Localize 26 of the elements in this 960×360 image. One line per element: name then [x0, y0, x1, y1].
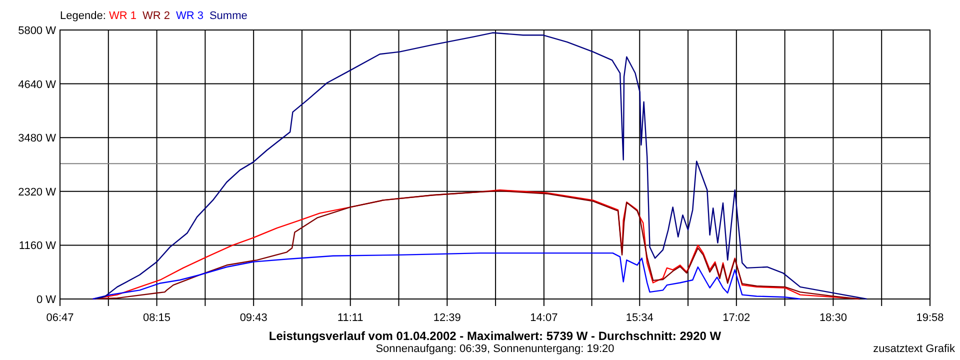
text: Sonnenaufgang: 06:39, Sonnenuntergang: 19:20	[376, 343, 614, 355]
y-tick-label: 0 W	[36, 294, 57, 306]
text: Leistungsverlauf vom 01.04.2002 - Maximalwert: 5739 W - Durchschnitt: 2920 W	[268, 329, 722, 343]
x-tick-label: 11:11	[337, 312, 364, 324]
text: WR 3	[176, 10, 204, 22]
x-tick-label: 08:15	[143, 312, 171, 324]
x-tick-label: 06:47	[46, 312, 74, 324]
text: Summe	[209, 10, 248, 22]
x-tick-label: 19:58	[916, 312, 944, 324]
x-tick-label: 09:43	[240, 312, 268, 324]
x-tick-label: 12:39	[433, 312, 461, 324]
x-tick-label: 17:02	[722, 312, 750, 324]
text: WR 2	[142, 10, 170, 22]
y-tick-label: 5800 W	[18, 25, 57, 37]
x-tick-label: 15:34	[626, 312, 654, 324]
y-tick-label: 2320 W	[18, 186, 57, 198]
text: zusatztext Grafik	[873, 343, 956, 355]
y-tick-label: 3480 W	[18, 132, 57, 145]
y-tick-label: 4640 W	[18, 78, 57, 91]
text: WR 1	[108, 10, 136, 22]
y-tick-label: 1160 W	[18, 240, 57, 252]
legend-title: Legende:	[60, 10, 109, 22]
line-series	[92, 252, 801, 300]
x-tick-label: 18:30	[819, 312, 847, 324]
line-series	[94, 32, 868, 300]
x-tick-label: 14:07	[530, 312, 558, 324]
